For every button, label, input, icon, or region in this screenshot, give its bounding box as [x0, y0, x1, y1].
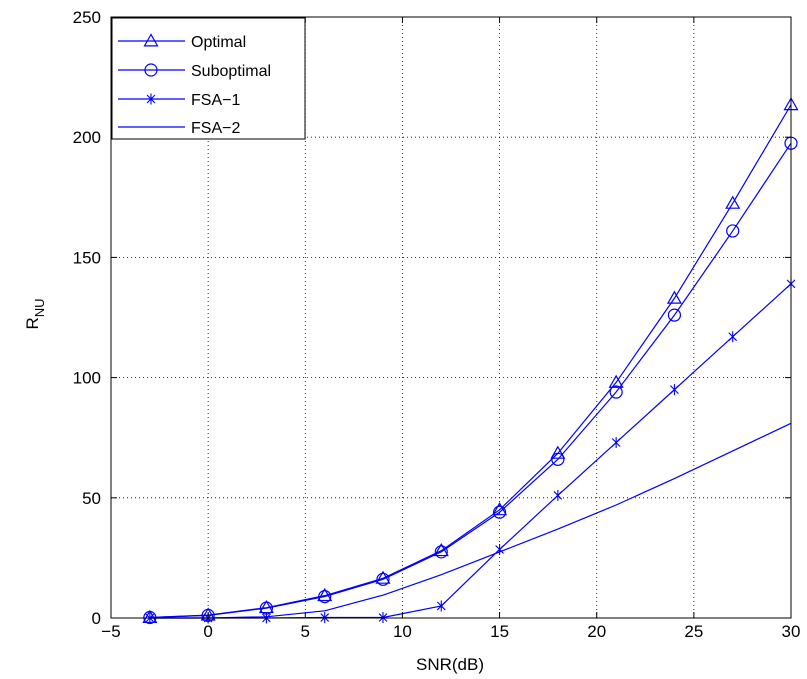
- data-point-marker: [725, 195, 741, 209]
- x-tick-label: 25: [684, 622, 703, 641]
- series-line: [149, 142, 792, 619]
- legend-entry: Suboptimal: [118, 63, 271, 80]
- data-point-marker: [726, 224, 740, 238]
- legend-label: Suboptimal: [191, 63, 271, 80]
- grid-layer: [111, 17, 791, 618]
- y-tick-label: 0: [92, 609, 101, 628]
- data-point-marker: [608, 374, 624, 388]
- y-tick-label: 50: [82, 489, 101, 508]
- data-point-marker: [553, 489, 563, 501]
- series-4: [149, 422, 792, 619]
- plot-frame: [110, 16, 792, 619]
- y-tick-label: 150: [73, 248, 101, 267]
- legend-marker: [144, 63, 158, 77]
- data-point-marker: [670, 384, 679, 396]
- legend-label: FSA−2: [191, 120, 240, 137]
- data-point-marker: [495, 543, 504, 555]
- data-point-marker: [728, 331, 738, 343]
- data-point-marker: [551, 452, 565, 466]
- x-tick-label: 15: [490, 622, 509, 641]
- legend-marker: [143, 33, 159, 47]
- data-point-marker: [609, 385, 623, 399]
- legend-entry: FSA−1: [118, 92, 240, 109]
- legend-entry: Optimal: [118, 33, 246, 51]
- legend-box: [111, 17, 306, 140]
- legend: Optimal Suboptimal FSA−1 FSA−2: [111, 17, 306, 140]
- data-point-marker: [317, 587, 333, 602]
- data-point-marker: [550, 445, 566, 459]
- y-tick-label: 250: [73, 8, 101, 27]
- x-tick-label: 30: [782, 622, 801, 641]
- data-point-marker: [611, 437, 621, 449]
- y-axis-label-subscript: NU: [32, 298, 47, 317]
- data-point-marker: [434, 545, 448, 559]
- x-axis-label: SNR(dB): [416, 655, 484, 674]
- legend-label: FSA−1: [191, 92, 240, 109]
- data-point-marker: [666, 290, 682, 304]
- legend-marker: [146, 93, 156, 105]
- x-tick-label: 10: [393, 622, 412, 641]
- x-tick-label: 5: [301, 622, 310, 641]
- data-point-marker: [667, 308, 682, 322]
- data-point-marker: [376, 572, 390, 586]
- y-tick-label: 100: [73, 369, 101, 388]
- data-point-marker: [492, 505, 507, 519]
- x-tick-label: 0: [203, 622, 212, 641]
- data-point-marker: [436, 600, 446, 612]
- y-axis-label-main: R: [23, 317, 42, 329]
- legend-entry: FSA−2: [118, 120, 240, 137]
- series-line: [149, 422, 792, 619]
- y-tick-label: 200: [73, 128, 101, 147]
- x-tick-label: −5: [101, 622, 120, 641]
- y-axis-label: RNU: [23, 298, 47, 329]
- legend-label: Optimal: [191, 34, 246, 51]
- x-tick-label: 20: [587, 622, 606, 641]
- data-point-marker: [318, 590, 332, 604]
